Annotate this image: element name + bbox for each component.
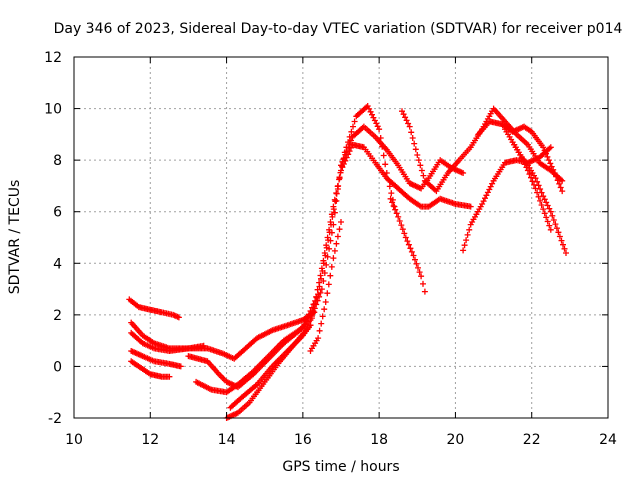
y-tick-label: 8 [53, 153, 62, 169]
y-axis-label: SDTVAR / TECUs [7, 180, 23, 295]
grid-lines [74, 57, 608, 418]
y-tick-label: 2 [53, 308, 62, 324]
data-marker-track [227, 322, 314, 411]
y-tick-label: 4 [53, 256, 62, 272]
x-tick-label: 20 [447, 432, 465, 448]
series-track-11 [387, 195, 428, 295]
data-marker-track [185, 141, 474, 391]
y-tick-label: 12 [44, 50, 62, 66]
chart-title: Day 346 of 2023, Sidereal Day-to-day VTE… [54, 21, 623, 37]
series-track-7 [193, 123, 467, 396]
x-tick-label: 24 [599, 432, 617, 448]
x-tick-label: 12 [141, 432, 159, 448]
series-track-12 [399, 105, 566, 195]
series-track-16 [509, 139, 554, 233]
data-marker-track [126, 296, 182, 321]
data-marker-track [475, 118, 566, 195]
data-marker-track [509, 139, 554, 233]
y-tick-label: 0 [53, 359, 62, 375]
x-tick-label: 10 [65, 432, 83, 448]
x-tick-label: 16 [294, 432, 312, 448]
data-marker-track [128, 348, 184, 370]
series-track-10 [307, 219, 344, 354]
data-marker-track [128, 329, 207, 354]
x-tick-label: 22 [523, 432, 541, 448]
x-axis-label: GPS time / hours [282, 459, 399, 475]
data-marker-track [193, 123, 467, 396]
data-marker-track [128, 358, 173, 380]
x-tick-label: 14 [218, 432, 236, 448]
series-track-1 [126, 296, 182, 321]
x-tick-label: 18 [370, 432, 388, 448]
data-marker-track [387, 195, 428, 295]
data-marker-track [307, 219, 344, 354]
series-track-5 [128, 358, 173, 380]
series-track-9 [227, 322, 314, 411]
plot-frame [73, 56, 609, 419]
series-track-6 [185, 141, 474, 391]
data-points [126, 103, 569, 421]
y-tick-label: -2 [48, 411, 62, 427]
y-tick-label: 10 [44, 102, 62, 118]
data-marker-track [399, 105, 566, 195]
series-track-4 [128, 348, 184, 370]
series-track-3 [128, 329, 207, 354]
series-track-14 [475, 118, 566, 195]
y-tick-label: 6 [53, 205, 62, 221]
